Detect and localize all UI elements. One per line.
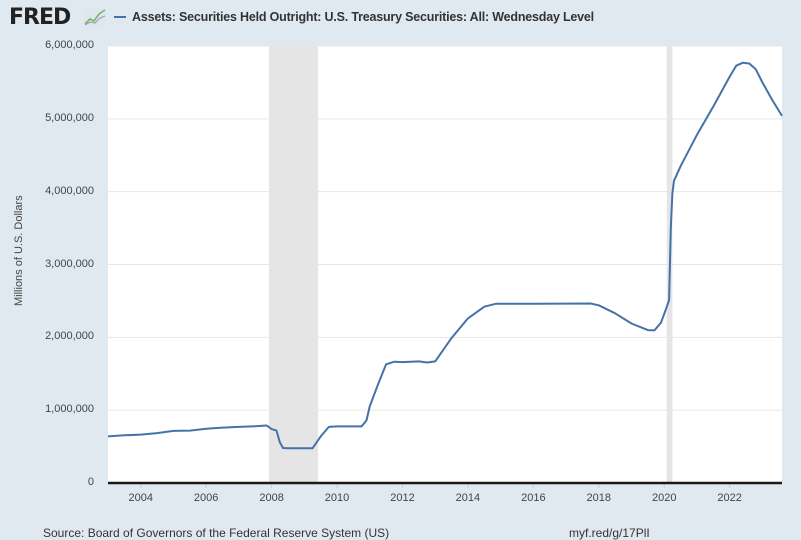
legend-swatch [114, 16, 126, 18]
x-tick-label: 2020 [651, 492, 677, 504]
series-line [107, 61, 783, 450]
y-tick-label: 5,000,000 [45, 111, 94, 124]
y-tick-label: 3,000,000 [45, 257, 94, 270]
x-tick-label: 2004 [128, 492, 153, 504]
source-note: Source: Board of Governors of the Federa… [43, 526, 390, 540]
legend[interactable]: Assets: Securities Held Outright: U.S. T… [114, 10, 594, 24]
x-tick-label: 2018 [586, 492, 612, 504]
y-tick-label: 4,000,000 [45, 184, 94, 197]
x-tick-label: 2022 [717, 492, 742, 504]
y-tick-label: 2,000,000 [45, 330, 94, 343]
x-tick-label: 2006 [193, 492, 219, 504]
x-tick-label: 2010 [324, 492, 350, 504]
y-axis-label: Millions of U.S. Dollars [13, 195, 25, 306]
line-chart-icon [84, 8, 106, 26]
chart-header: FRED Assets: Securities Held Outright: U… [0, 0, 801, 36]
y-tick-label: 0 [87, 476, 94, 488]
x-tick-label: 2014 [455, 492, 481, 504]
fred-logo[interactable]: FRED [9, 5, 71, 30]
x-tick-label: 2012 [390, 492, 415, 504]
legend-label: Assets: Securities Held Outright: U.S. T… [132, 10, 594, 24]
y-tick-label: 1,000,000 [45, 403, 94, 416]
x-tick-label: 2016 [521, 492, 546, 504]
short-link[interactable]: myf.red/g/17PlI [569, 526, 650, 540]
x-tick-label: 2008 [259, 492, 284, 504]
y-tick-label: 6,000,000 [45, 39, 94, 51]
